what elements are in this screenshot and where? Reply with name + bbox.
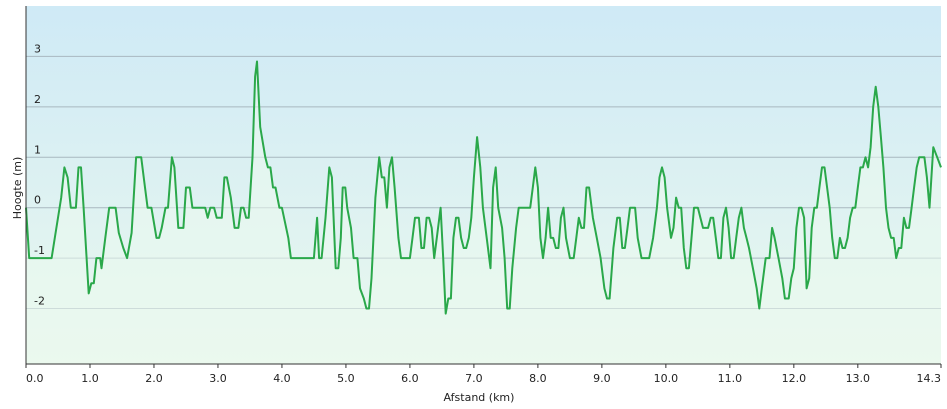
x-tick-label: 5.0 <box>337 372 355 385</box>
y-axis-title: Hoogte (m) <box>11 157 24 220</box>
x-tick-label: 13.0 <box>846 372 871 385</box>
y-tick-label: -1 <box>34 244 45 257</box>
y-axis-ticks: 3 2 1 0 -1 -2 <box>34 42 45 307</box>
y-tick-label: 0 <box>34 194 41 207</box>
y-tick-label: 2 <box>34 93 41 106</box>
x-tick-label: 3.0 <box>209 372 227 385</box>
x-tick-label: 8.0 <box>529 372 547 385</box>
x-tick-label: 0.0 <box>26 372 44 385</box>
series-line <box>25 60 942 315</box>
x-tick-label: 9.0 <box>593 372 611 385</box>
x-tick-label: 6.0 <box>401 372 419 385</box>
x-tick-label: 4.0 <box>273 372 291 385</box>
x-tick-label: 10.0 <box>654 372 679 385</box>
x-tick-label: 7.0 <box>465 372 483 385</box>
x-tick-label: 11.0 <box>718 372 743 385</box>
x-tick-label: 14.3 <box>917 372 942 385</box>
y-tick-label: 1 <box>34 143 41 156</box>
y-tick-label: -2 <box>34 295 45 308</box>
x-tick-label: 2.0 <box>145 372 163 385</box>
x-tick-label: 12.0 <box>782 372 807 385</box>
x-axis-ticks: 0.0 1.0 2.0 3.0 4.0 5.0 6.0 7.0 8.0 9.0 10.0 11.0 12… <box>25 364 942 385</box>
x-tick-label: 1.0 <box>81 372 99 385</box>
x-axis-title: Afstand (km) <box>444 391 515 404</box>
y-tick-label: 3 <box>34 42 41 55</box>
